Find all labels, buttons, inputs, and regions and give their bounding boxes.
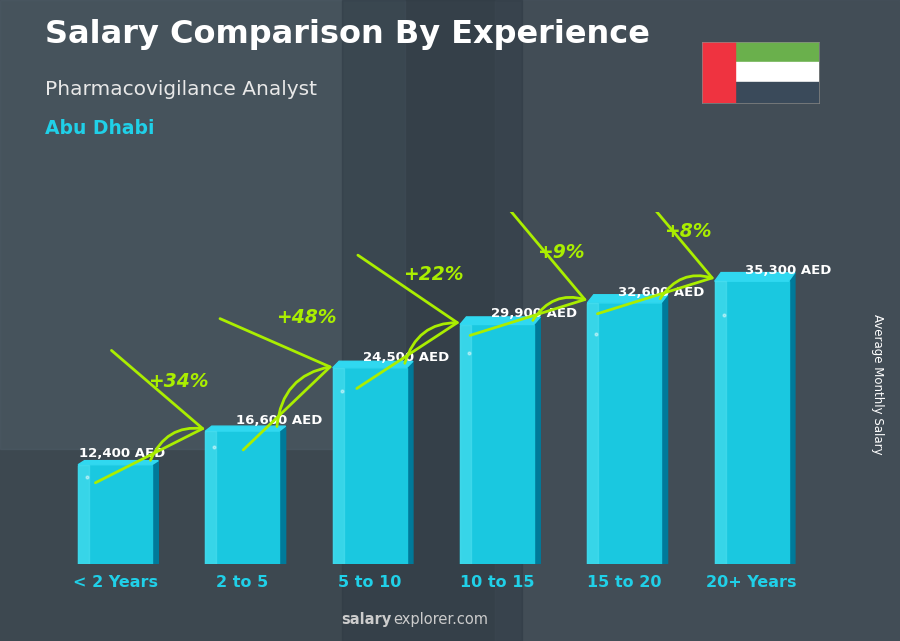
Polygon shape — [495, 0, 900, 641]
Text: 35,300 AED: 35,300 AED — [745, 264, 832, 277]
FancyArrowPatch shape — [95, 351, 202, 483]
Polygon shape — [534, 317, 540, 564]
Polygon shape — [662, 295, 668, 564]
Text: +9%: +9% — [537, 244, 584, 262]
Polygon shape — [279, 426, 285, 564]
Text: 29,900 AED: 29,900 AED — [491, 307, 577, 320]
Text: 24,500 AED: 24,500 AED — [364, 351, 449, 363]
Text: Pharmacovigilance Analyst: Pharmacovigilance Analyst — [45, 80, 317, 99]
Text: Average Monthly Salary: Average Monthly Salary — [871, 314, 884, 455]
Polygon shape — [205, 431, 279, 564]
Polygon shape — [152, 461, 158, 564]
Polygon shape — [715, 281, 788, 564]
FancyArrowPatch shape — [220, 319, 330, 450]
Polygon shape — [702, 42, 735, 103]
Text: Abu Dhabi: Abu Dhabi — [45, 119, 155, 138]
Polygon shape — [333, 368, 344, 564]
Text: 16,600 AED: 16,600 AED — [236, 414, 322, 427]
Polygon shape — [702, 42, 819, 62]
Polygon shape — [460, 324, 471, 564]
Polygon shape — [78, 465, 152, 564]
Text: +22%: +22% — [403, 265, 464, 284]
FancyArrowPatch shape — [356, 255, 457, 388]
Text: +8%: +8% — [664, 222, 712, 240]
Text: salary: salary — [341, 612, 392, 627]
Polygon shape — [588, 303, 662, 564]
Polygon shape — [205, 431, 217, 564]
Polygon shape — [788, 272, 795, 564]
Polygon shape — [407, 362, 413, 564]
Text: explorer.com: explorer.com — [393, 612, 489, 627]
Polygon shape — [715, 272, 795, 281]
Polygon shape — [460, 317, 540, 324]
Polygon shape — [205, 426, 285, 431]
Polygon shape — [0, 0, 405, 449]
Polygon shape — [333, 368, 407, 564]
Polygon shape — [342, 0, 522, 641]
Text: 32,600 AED: 32,600 AED — [618, 286, 705, 299]
Text: +48%: +48% — [275, 308, 337, 327]
Polygon shape — [702, 62, 819, 82]
Polygon shape — [460, 324, 534, 564]
Polygon shape — [702, 82, 819, 103]
FancyArrowPatch shape — [598, 186, 712, 313]
Polygon shape — [715, 281, 725, 564]
Polygon shape — [333, 362, 413, 368]
Polygon shape — [588, 295, 668, 303]
Text: Salary Comparison By Experience: Salary Comparison By Experience — [45, 19, 650, 50]
FancyArrowPatch shape — [470, 208, 585, 335]
Text: +34%: +34% — [148, 372, 209, 390]
Polygon shape — [78, 461, 158, 465]
Polygon shape — [588, 303, 598, 564]
Text: 12,400 AED: 12,400 AED — [79, 447, 166, 460]
Polygon shape — [78, 465, 89, 564]
